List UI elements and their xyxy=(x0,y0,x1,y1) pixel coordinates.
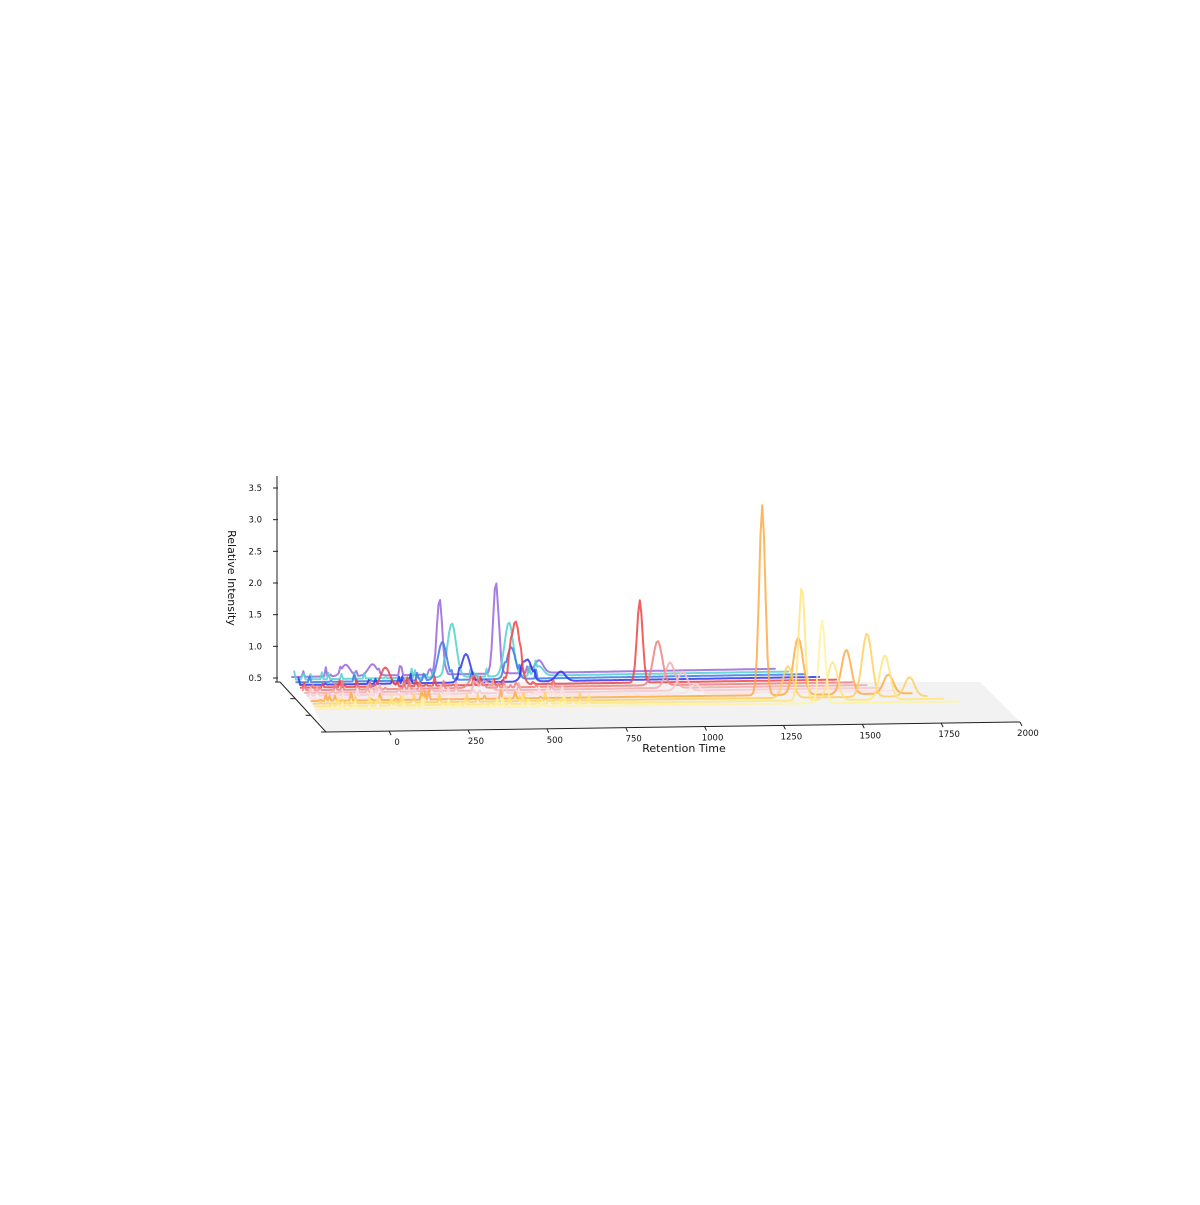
x-tick-mark xyxy=(861,724,865,729)
x-tick-label: 250 xyxy=(468,737,484,747)
x-tick-mark xyxy=(625,727,629,732)
x-tick-label: 1500 xyxy=(859,731,881,741)
y-tick-label: 3.0 xyxy=(248,516,262,526)
series-line xyxy=(295,641,807,684)
x-tick-mark xyxy=(1019,721,1023,727)
x-tick-label: 0 xyxy=(394,738,399,748)
floor-pane xyxy=(300,682,1020,732)
x-tick-label: 2000 xyxy=(1017,729,1039,739)
series-line xyxy=(312,632,928,705)
y-ticks: 0.5 1.0 1.5 2.0 2.5 3.0 3.5 xyxy=(248,484,278,684)
x-tick-label: 750 xyxy=(626,735,642,745)
series-traces xyxy=(291,504,960,710)
x-tick-mark xyxy=(388,730,392,736)
series-line xyxy=(299,599,838,689)
x-tick-mark xyxy=(546,728,550,734)
depth-ticks xyxy=(275,681,326,733)
y-tick-label: 0.5 xyxy=(248,674,262,684)
x-tick-mark xyxy=(940,722,944,728)
x-tick-label: 1750 xyxy=(938,730,960,740)
x-tick-label: 1000 xyxy=(702,734,724,744)
x-axis-line xyxy=(325,721,1021,733)
depth-axis-line xyxy=(279,681,327,733)
x-tick-mark xyxy=(467,729,471,735)
series-line xyxy=(301,640,854,692)
x-tick-mark xyxy=(782,725,786,730)
y-tick-label: 2.0 xyxy=(248,579,262,589)
x-ticks: 0 250 500 750 1000 1250 1500 1750 2000 xyxy=(388,721,1039,748)
series-line xyxy=(297,652,821,686)
series-line xyxy=(317,619,960,710)
y-tick-label: 2.5 xyxy=(248,547,262,557)
series-line xyxy=(304,661,868,694)
axes xyxy=(276,476,1021,733)
series-line xyxy=(293,621,790,681)
y-tick-label: 1.5 xyxy=(248,611,262,621)
y-tick-label: 1.0 xyxy=(248,642,262,652)
series-line xyxy=(291,582,776,678)
x-tick-label: 1250 xyxy=(781,732,803,742)
y-axis-title: Relative Intensity xyxy=(225,530,238,626)
floor-pane-fill xyxy=(300,682,1020,732)
x-axis-title: Retention Time xyxy=(642,742,726,755)
y-tick-label: 3.5 xyxy=(248,484,262,494)
series-line xyxy=(308,682,899,700)
x-tick-mark xyxy=(704,726,707,731)
x-tick-label: 500 xyxy=(547,736,563,746)
